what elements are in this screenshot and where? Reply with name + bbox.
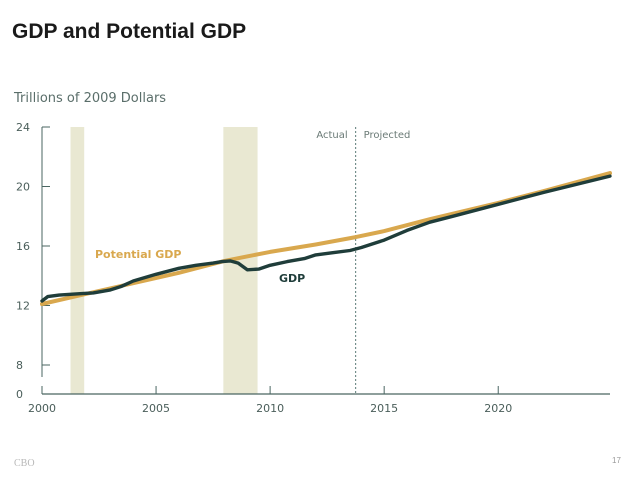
x-tick-label-0: 2000 xyxy=(28,402,56,415)
y-tick-label-4: 20 xyxy=(16,181,30,194)
x-tick-label-4: 2020 xyxy=(484,402,512,415)
actual-label: Actual xyxy=(316,130,347,141)
y-axis-units-label: Trillions of 2009 Dollars xyxy=(14,91,167,106)
gdp-series-label: GDP xyxy=(279,272,305,285)
y-tick-label-3: 16 xyxy=(16,240,30,253)
page-number: 17 xyxy=(612,456,621,465)
y-tick-label-5: 24 xyxy=(16,121,30,134)
recession-band-0 xyxy=(70,127,85,394)
x-tick-label-1: 2005 xyxy=(142,402,170,415)
series-line-1 xyxy=(40,174,612,303)
actual-projected-divider: Actual Projected xyxy=(316,127,410,394)
potential-gdp-series-label: Potential GDP xyxy=(95,248,181,261)
x-tick-label-2: 2010 xyxy=(256,402,284,415)
y-tick-label-1: 8 xyxy=(16,359,23,372)
projected-label: Projected xyxy=(364,130,411,141)
axes: 0 8 12 16 20 24 2000 2005 2010 2015 2020 xyxy=(16,121,610,415)
x-tick-label-3: 2015 xyxy=(370,402,398,415)
series-lines xyxy=(40,171,612,306)
slide-title: GDP and Potential GDP xyxy=(12,20,247,43)
footer-logo-text: CBO xyxy=(14,458,35,469)
y-tick-label-0: 0 xyxy=(16,388,23,401)
y-tick-label-2: 12 xyxy=(16,300,30,313)
